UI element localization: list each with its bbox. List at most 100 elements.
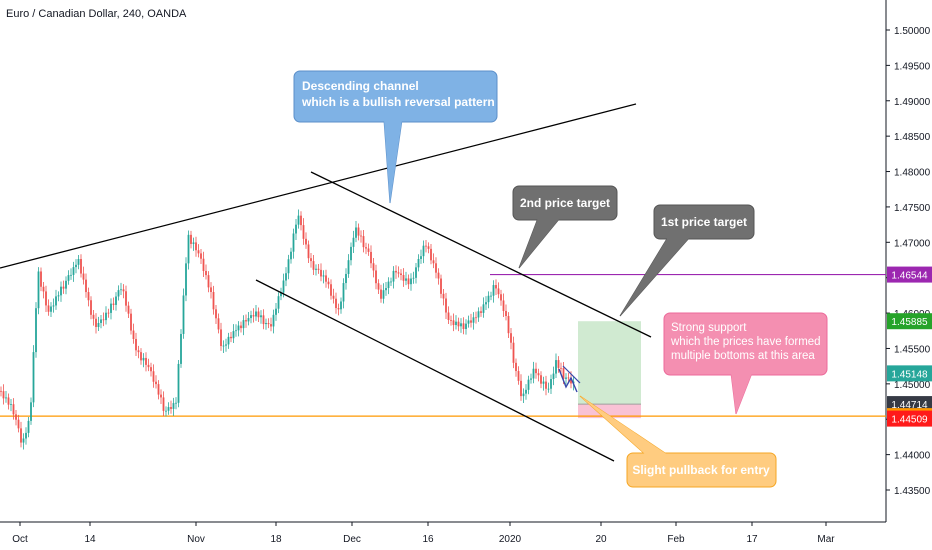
candle-body xyxy=(52,305,55,307)
candle-body xyxy=(365,247,367,249)
candle-body xyxy=(7,397,10,405)
candle-body xyxy=(427,246,430,249)
candle-body xyxy=(190,234,192,244)
first-target-callout-box[interactable] xyxy=(653,204,755,240)
candle-body xyxy=(50,306,52,312)
candle-body xyxy=(255,311,257,317)
candle-body xyxy=(195,242,197,251)
candle-body xyxy=(475,317,477,319)
candle-body xyxy=(280,292,282,297)
candle-body xyxy=(495,285,497,289)
candle-body xyxy=(375,270,377,284)
price-badge xyxy=(887,365,932,382)
candle-body xyxy=(135,338,137,351)
second-target-callout-text: 2nd price target xyxy=(520,196,610,210)
candle-body xyxy=(525,389,527,394)
candle-body xyxy=(300,215,302,226)
candle-body xyxy=(467,320,470,324)
strong-support-callout-tail-fill xyxy=(731,373,752,414)
candle-body xyxy=(150,367,152,372)
candle-body xyxy=(342,283,345,302)
candle-body xyxy=(517,371,520,381)
candle-body xyxy=(270,324,272,327)
x-tick-label: Feb xyxy=(667,534,685,545)
candle-body xyxy=(545,381,547,389)
candle-body xyxy=(60,286,62,296)
candle-body xyxy=(55,296,57,306)
candle-body xyxy=(177,363,180,403)
x-tick-label: Oct xyxy=(12,534,28,545)
candle-body xyxy=(182,295,185,334)
profit-zone[interactable] xyxy=(578,321,641,405)
candle-body xyxy=(452,320,455,326)
candle-body xyxy=(407,278,410,285)
channel-lower-line[interactable] xyxy=(255,279,615,462)
candle-body xyxy=(457,321,460,327)
candle-body xyxy=(17,419,20,429)
candle-body xyxy=(262,315,265,325)
candle-body xyxy=(455,321,457,326)
pullback-callout-tail-fill xyxy=(580,396,668,455)
candle-body xyxy=(512,342,515,363)
candle-body xyxy=(95,318,97,327)
candle-body xyxy=(35,308,37,353)
strong-support-callout-text: which the prices have formed xyxy=(670,336,821,348)
candle-body xyxy=(290,251,292,260)
candle-body xyxy=(87,292,90,301)
candle-body xyxy=(162,397,165,411)
candle-body xyxy=(192,242,195,244)
pattern-upper-line xyxy=(562,365,581,384)
candle-body xyxy=(85,279,87,293)
candle-body xyxy=(520,380,522,397)
candle-body xyxy=(277,296,280,309)
candle-body xyxy=(137,350,140,353)
price-badge xyxy=(887,410,932,427)
candle-body xyxy=(155,381,157,385)
candle-body xyxy=(527,379,530,390)
candle-body xyxy=(330,284,332,296)
candle-body xyxy=(282,280,285,293)
candle-body xyxy=(477,311,480,318)
candle-body xyxy=(415,267,417,278)
candle-body xyxy=(297,215,300,225)
candle-body xyxy=(72,267,75,275)
pullback-callout-text: Slight pullback for entry xyxy=(632,463,770,477)
candle-body xyxy=(397,272,400,274)
candle-body xyxy=(515,362,517,372)
candle-body xyxy=(510,333,512,343)
second-target-callout-box[interactable] xyxy=(512,185,618,221)
y-tick-label: 1.47000 xyxy=(894,238,931,249)
price-badge-label: 1.44714 xyxy=(891,400,928,411)
candle-body xyxy=(472,317,475,323)
candle-body xyxy=(117,290,120,297)
candle-body xyxy=(445,298,447,313)
x-tick-label: Dec xyxy=(343,534,361,545)
descending-channel-callout-text: Descending channel xyxy=(302,79,419,93)
candle-body xyxy=(235,330,237,332)
candle-body xyxy=(542,381,545,384)
candle-body xyxy=(392,270,395,282)
candle-body xyxy=(570,377,572,384)
candle-body xyxy=(167,407,170,411)
candle-body xyxy=(100,319,102,323)
candle-body xyxy=(202,258,205,271)
channel-upper-line[interactable] xyxy=(310,171,652,338)
candle-body xyxy=(562,368,565,379)
upper-trendline[interactable] xyxy=(0,103,637,269)
candle-body xyxy=(422,245,425,257)
candle-body xyxy=(25,432,27,439)
y-tick-label: 1.49500 xyxy=(894,61,931,72)
candle-body xyxy=(442,293,445,299)
candle-body xyxy=(292,233,295,252)
candle-body xyxy=(547,388,550,390)
candle-body xyxy=(465,323,467,330)
candle-body xyxy=(45,291,47,306)
candle-body xyxy=(132,330,135,339)
pullback-callout-box[interactable] xyxy=(626,452,777,488)
candle-body xyxy=(490,295,492,297)
candle-body xyxy=(242,320,245,329)
candle-body xyxy=(32,352,35,403)
candle-body xyxy=(10,404,12,406)
candle-body xyxy=(245,320,247,322)
